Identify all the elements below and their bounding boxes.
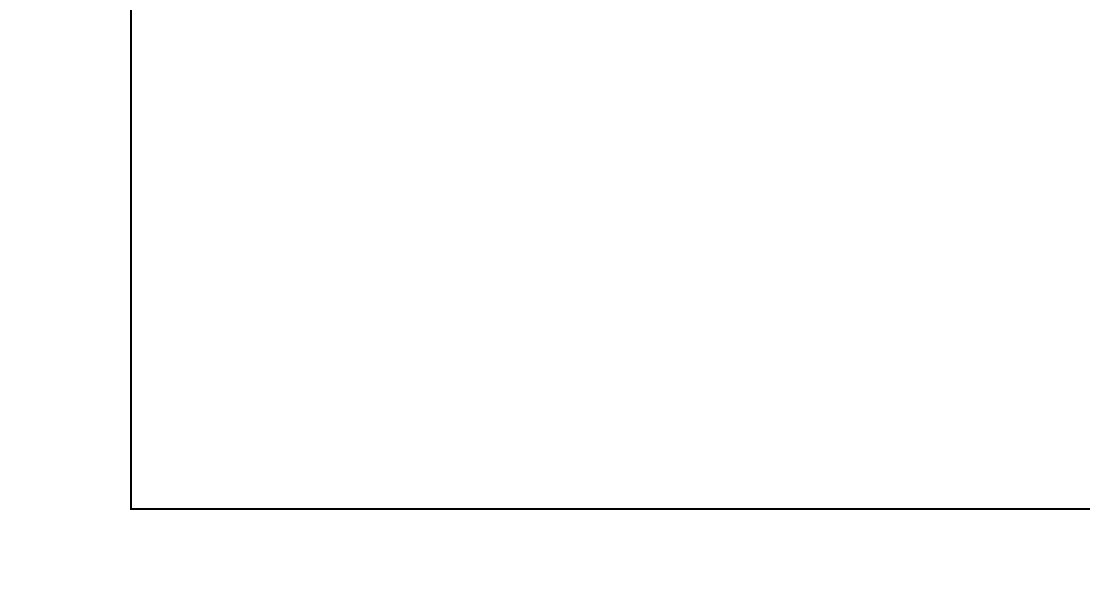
bars-layer: [130, 10, 1090, 510]
chart-container: [0, 0, 1113, 606]
plot-outer: [70, 10, 1090, 510]
x-tick-labels: [130, 516, 1090, 556]
y-axis-title-wrap: [10, 0, 50, 520]
y-tick-labels: [70, 10, 130, 510]
